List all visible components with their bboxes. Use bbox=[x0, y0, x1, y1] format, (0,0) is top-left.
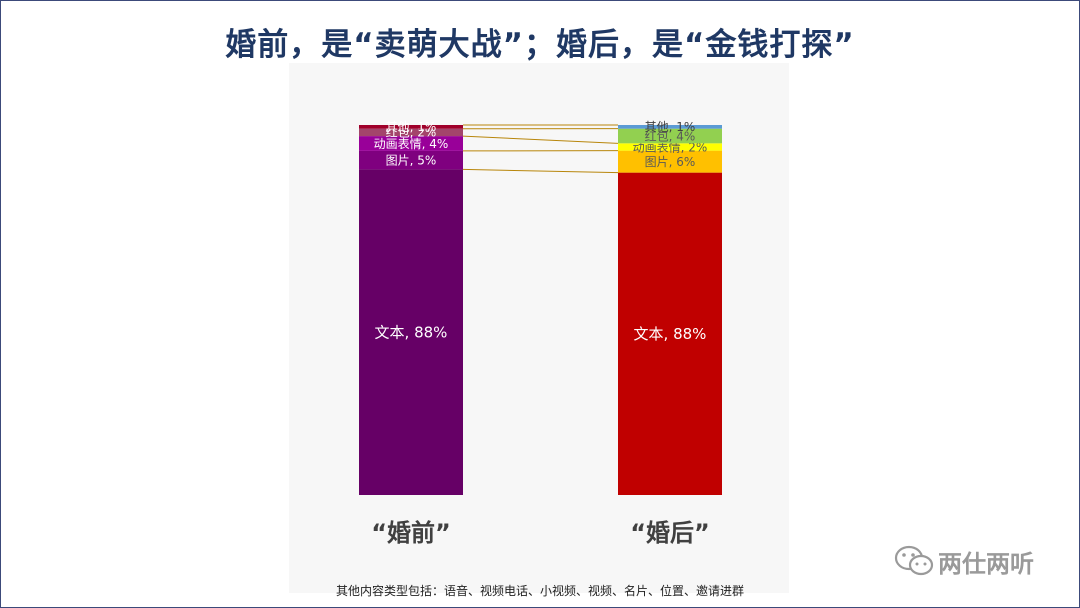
bar-segment-before-1 bbox=[359, 150, 463, 170]
bar-segment-after-3 bbox=[618, 128, 722, 144]
footnote: 其他内容类型包括：语音、视频电话、小视频、视频、名片、位置、邀请进群 bbox=[335, 584, 744, 598]
bar-segment-after-1 bbox=[618, 150, 722, 173]
data-label-after-1: 图片, 6% bbox=[645, 155, 696, 169]
category-label-before: “婚前” bbox=[371, 519, 451, 547]
watermark: 两仕两听 bbox=[894, 541, 1034, 581]
bar-segment-after-2 bbox=[618, 143, 722, 151]
data-label-before-2: 动画表情, 4% bbox=[374, 137, 449, 151]
series-connector-line-0 bbox=[462, 168, 619, 174]
data-label-before-0: 文本, 88% bbox=[375, 324, 448, 342]
bar-segment-after-0 bbox=[618, 172, 722, 495]
data-label-before-1: 图片, 5% bbox=[386, 153, 437, 167]
data-label-after-2: 动画表情, 2% bbox=[633, 140, 708, 154]
wechat-icon bbox=[894, 545, 934, 576]
bar-segment-before-2 bbox=[359, 136, 463, 151]
slide-title: 婚前，是“卖萌大战”；婚后，是“金钱打探” bbox=[225, 27, 855, 63]
data-label-after-4: 其他, 1% bbox=[645, 120, 696, 134]
data-label-after-0: 文本, 88% bbox=[634, 325, 707, 343]
bar-segment-after-4 bbox=[618, 125, 722, 129]
bar-segment-before-0 bbox=[359, 169, 463, 495]
bar-segment-before-3 bbox=[359, 128, 463, 137]
bar-segment-before-4 bbox=[359, 125, 463, 129]
watermark-text: 两仕两听 bbox=[938, 549, 1034, 578]
data-label-after-3: 红包, 4% bbox=[645, 128, 696, 143]
series-connector-line-2 bbox=[462, 135, 619, 144]
data-label-before-4: 其他, 1% bbox=[386, 120, 437, 134]
category-label-after: “婚后” bbox=[630, 519, 710, 547]
